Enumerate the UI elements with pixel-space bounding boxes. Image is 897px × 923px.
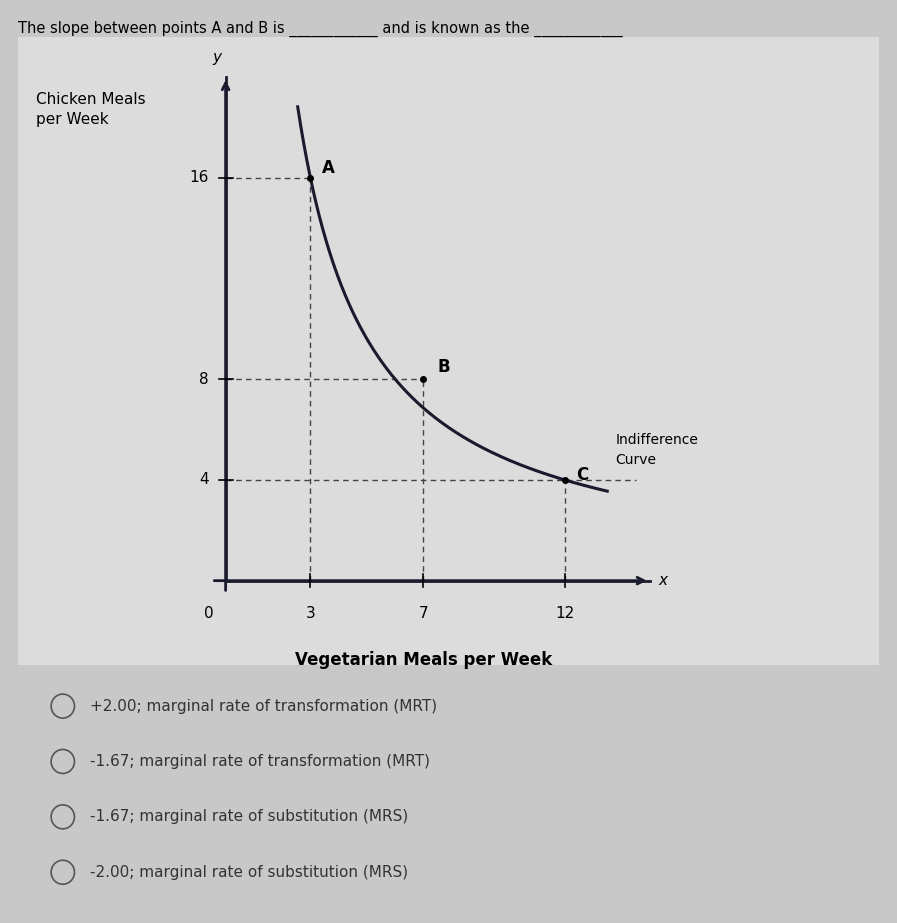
Text: 3: 3 (306, 605, 315, 621)
Text: The slope between points A and B is ____________ and is known as the ___________: The slope between points A and B is ____… (18, 20, 623, 37)
Text: A: A (322, 159, 335, 177)
Text: 7: 7 (419, 605, 428, 621)
Text: 0: 0 (204, 605, 213, 621)
Text: -2.00; marginal rate of substitution (MRS): -2.00; marginal rate of substitution (MR… (90, 865, 408, 880)
Text: Indifference
Curve: Indifference Curve (615, 433, 699, 466)
Text: Chicken Meals
per Week: Chicken Meals per Week (36, 92, 145, 127)
Text: -1.67; marginal rate of transformation (MRT): -1.67; marginal rate of transformation (… (90, 754, 430, 769)
Text: 16: 16 (189, 171, 209, 186)
Text: 4: 4 (199, 473, 209, 487)
Text: C: C (576, 466, 588, 484)
Text: 8: 8 (199, 372, 209, 387)
Text: y: y (213, 50, 222, 65)
Text: 12: 12 (555, 605, 574, 621)
Text: x: x (658, 573, 667, 588)
Text: B: B (438, 358, 450, 376)
Text: -1.67; marginal rate of substitution (MRS): -1.67; marginal rate of substitution (MR… (90, 809, 408, 824)
Text: Vegetarian Meals per Week: Vegetarian Meals per Week (295, 651, 553, 669)
Text: +2.00; marginal rate of transformation (MRT): +2.00; marginal rate of transformation (… (90, 699, 437, 713)
